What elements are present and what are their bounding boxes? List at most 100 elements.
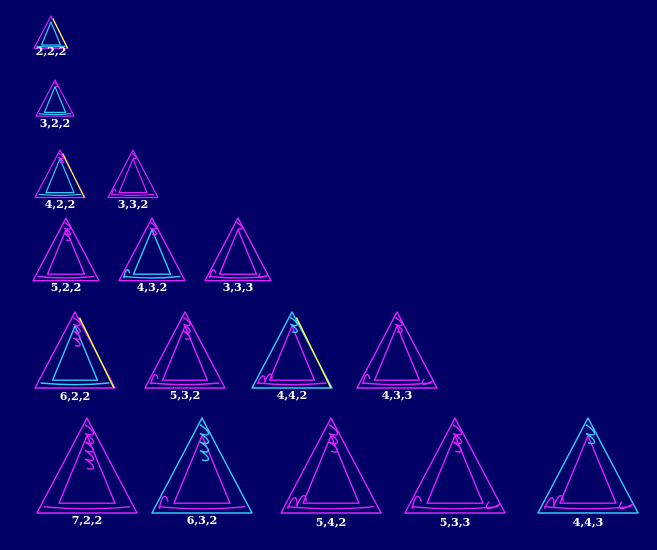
bottom-band [287, 506, 375, 510]
top-twist [236, 221, 244, 230]
diagram-3-3-3: 3,3,3 [204, 217, 272, 294]
bottom-band [38, 193, 82, 196]
outer-strand [32, 217, 100, 282]
outer-strand [204, 217, 272, 282]
diagram-label: 4,4,2 [277, 389, 308, 402]
diagram-4-4-2: 4,4,2 [251, 311, 333, 402]
inner-strand [43, 86, 67, 113]
outer-strand [280, 417, 382, 514]
inner-strand [118, 158, 148, 194]
top-twist [585, 424, 596, 445]
inner-strand [302, 434, 360, 504]
diagram-4-2-2: 4,2,2 [34, 149, 86, 211]
bottom-band [150, 382, 220, 386]
outer-strand [151, 417, 253, 514]
outer-strand [404, 417, 506, 514]
diagram-label: 5,4,2 [316, 516, 347, 529]
highlight-strand [62, 153, 85, 198]
diagram-5-2-2: 5,2,2 [32, 217, 100, 294]
diagram-label: 6,2,2 [60, 390, 91, 403]
inner-strand [218, 228, 258, 275]
left-twist [208, 268, 217, 279]
top-twist [199, 424, 210, 462]
top-twist [328, 424, 339, 453]
diagram-label: 3,3,3 [223, 281, 254, 294]
diagram-collection: 2,2,2 3,2,2 4,2,2 3,3,2 5,2,2 4,3,2 3,3,3 6,2,2… [32, 15, 639, 529]
top-twist [452, 424, 463, 453]
bottom-band [158, 506, 246, 510]
diagram-5-3-2: 5,3,2 [144, 311, 226, 402]
inner-strand [40, 21, 62, 46]
diagram-3-3-2: 3,3,2 [107, 149, 159, 211]
diagram-6-2-2: 6,2,2 [34, 311, 116, 403]
top-twist [131, 152, 137, 159]
inner-strand [173, 434, 231, 504]
diagram-7-2-2: 7,2,2 [36, 417, 138, 527]
right-twist [485, 501, 500, 510]
highlight-strand [295, 317, 332, 389]
bottom-band [411, 506, 499, 510]
right-twist [421, 378, 434, 386]
top-twist [72, 316, 81, 347]
diagram-label: 5,3,2 [170, 389, 201, 402]
diagram-4-4-3: 4,4,3 [537, 417, 639, 529]
outer-strand [107, 149, 159, 199]
top-twist [149, 221, 158, 236]
highlight-strand [52, 18, 69, 49]
inner-strand [373, 325, 421, 381]
diagram-4-3-2: 4,3,2 [118, 217, 186, 294]
bottom-band [544, 506, 632, 510]
bottom-band [123, 275, 181, 279]
top-twist [289, 316, 298, 333]
outer-strand [35, 79, 75, 117]
diagram-label: 4,3,2 [137, 281, 168, 294]
diagram-2-2-2: 2,2,2 [33, 15, 69, 58]
diagram-label: 4,2,2 [45, 198, 76, 211]
outer-strand [356, 311, 438, 389]
inner-strand [268, 325, 316, 381]
inner-strand [559, 434, 617, 504]
left-twist [287, 495, 307, 510]
inner-strand [46, 228, 86, 275]
left-twist [256, 373, 273, 385]
outer-strand [144, 311, 226, 389]
inner-strand [426, 434, 484, 504]
top-twist [182, 316, 191, 340]
inner-strand [51, 325, 99, 381]
diagram-label: 4,3,3 [382, 389, 413, 402]
outer-strand [118, 217, 186, 282]
top-twist [53, 81, 59, 88]
left-twist [411, 495, 422, 510]
bottom-band [38, 113, 72, 116]
diagram-5-4-2: 5,4,2 [280, 417, 382, 529]
bottom-band [37, 275, 95, 279]
bottom-band [111, 193, 155, 196]
diagram-5-3-3: 5,3,3 [404, 417, 506, 529]
diagram-label: 3,3,2 [118, 198, 149, 211]
diagram-label: 5,2,2 [51, 281, 82, 294]
diagram-label: 5,3,3 [440, 516, 471, 529]
diagram-label: 2,2,2 [36, 45, 67, 58]
diagram-label: 4,4,3 [573, 516, 604, 529]
left-twist [110, 188, 117, 196]
left-twist [158, 495, 169, 510]
top-twist [57, 152, 64, 164]
inner-strand [58, 434, 116, 504]
highlight-strand [78, 317, 115, 389]
left-twist [149, 373, 159, 385]
diagram-3-2-2: 3,2,2 [35, 79, 75, 130]
left-twist [361, 373, 371, 385]
bottom-band [36, 45, 66, 48]
right-twist [258, 272, 268, 279]
diagram-label: 3,2,2 [40, 117, 71, 130]
left-twist [544, 495, 564, 510]
left-twist [122, 268, 131, 279]
diagram-label: 6,3,2 [187, 514, 218, 527]
inner-strand [132, 228, 172, 275]
outer-strand [36, 417, 138, 514]
diagram-4-3-3: 4,3,3 [356, 311, 438, 402]
top-twist [63, 221, 72, 242]
top-twist [84, 424, 95, 470]
